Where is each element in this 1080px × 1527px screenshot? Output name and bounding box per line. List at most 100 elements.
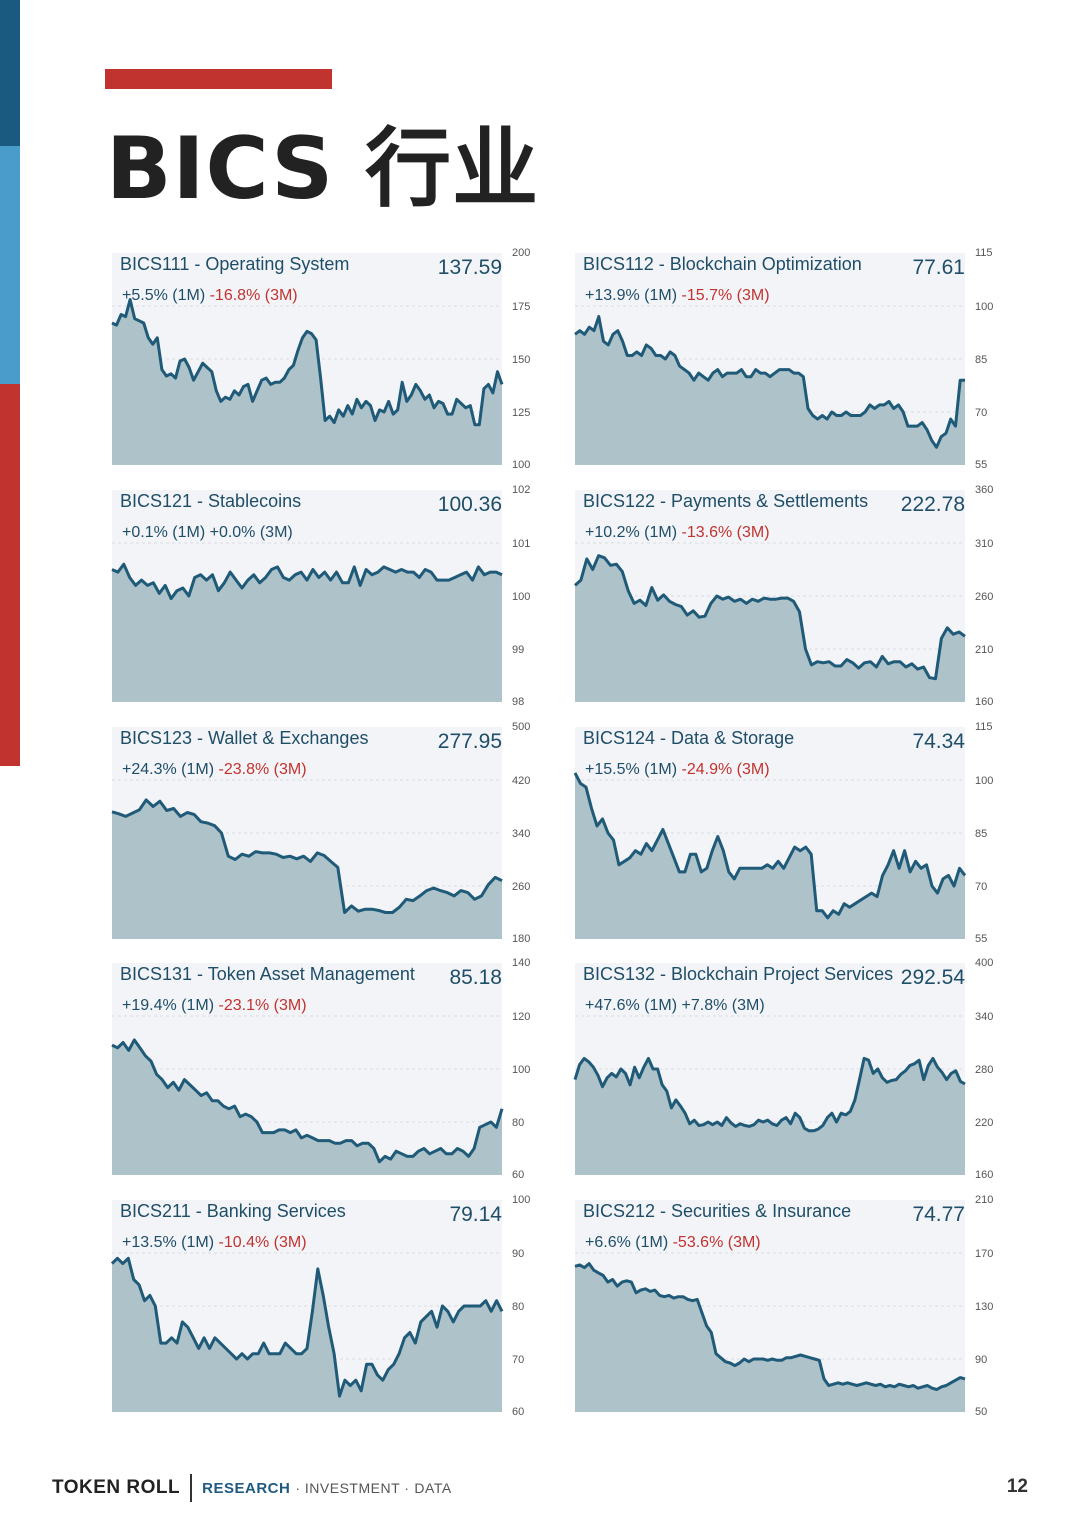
y-tick-label: 98 bbox=[512, 696, 524, 708]
perf-3m: -10.4% (3M) bbox=[218, 1234, 307, 1251]
y-tick-label: 360 bbox=[975, 484, 993, 496]
y-tick-label: 210 bbox=[975, 644, 993, 656]
perf-1m: +0.1% (1M) bbox=[122, 524, 206, 541]
chart-svg: 140 120 100 80 60 bbox=[111, 957, 530, 1181]
chart-performance: +0.1% (1M) +0.0% (3M) bbox=[122, 524, 293, 542]
footer-tag-research: RESEARCH bbox=[202, 1479, 291, 1497]
y-tick-label: 85 bbox=[975, 354, 987, 366]
y-tick-label: 150 bbox=[512, 354, 530, 366]
chart-svg: 400 340 280 220 160 bbox=[573, 957, 993, 1181]
footer-tag-investment: · INVESTMENT · bbox=[295, 1480, 410, 1496]
y-tick-label: 60 bbox=[512, 1406, 524, 1418]
y-tick-label: 102 bbox=[512, 484, 530, 496]
chart-performance: +10.2% (1M) -13.6% (3M) bbox=[585, 524, 770, 542]
y-tick-label: 125 bbox=[512, 407, 530, 419]
y-tick-label: 260 bbox=[975, 591, 993, 603]
series-area bbox=[112, 299, 502, 465]
chart-svg: 115 100 85 70 55 bbox=[573, 721, 993, 945]
y-tick-label: 310 bbox=[975, 538, 993, 550]
y-tick-label: 100 bbox=[512, 1064, 530, 1076]
side-bar-dark-blue bbox=[0, 0, 20, 146]
y-tick-label: 120 bbox=[512, 1011, 530, 1023]
chart-title: BICS132 - Blockchain Project Services bbox=[583, 964, 894, 984]
chart-performance: +13.9% (1M) -15.7% (3M) bbox=[585, 287, 770, 305]
chart-value: 79.14 bbox=[449, 1203, 502, 1226]
title-accent-bar bbox=[105, 69, 332, 89]
y-tick-label: 340 bbox=[975, 1011, 993, 1023]
footer-tag-data: DATA bbox=[414, 1480, 452, 1496]
y-tick-label: 99 bbox=[512, 644, 524, 656]
series-line bbox=[110, 1256, 504, 1398]
chart-value: 74.77 bbox=[912, 1203, 965, 1226]
chart-title: BICS212 - Securities & Insurance bbox=[583, 1201, 852, 1221]
y-tick-label: 70 bbox=[512, 1354, 524, 1366]
chart-svg: 102 101 100 99 98 bbox=[111, 484, 530, 708]
series-line bbox=[573, 554, 966, 681]
series-line bbox=[574, 315, 965, 449]
chart-value: 77.61 bbox=[912, 256, 965, 279]
chart-svg: 100 90 80 70 60 bbox=[110, 1194, 530, 1418]
chart-svg: 210 170 130 90 50 bbox=[574, 1194, 993, 1418]
y-tick-label: 100 bbox=[975, 775, 993, 787]
perf-3m: -16.8% (3M) bbox=[209, 287, 298, 304]
perf-3m: +7.8% (3M) bbox=[681, 997, 765, 1014]
chart-title: BICS121 - Stablecoins bbox=[120, 491, 302, 511]
page-title: BICS 行业 bbox=[106, 119, 540, 219]
y-tick-label: 55 bbox=[975, 933, 987, 945]
chart-panel: 210 170 130 90 50 BICS212 - Securities & Insu… bbox=[574, 1194, 1035, 1418]
perf-3m: -23.1% (3M) bbox=[218, 997, 307, 1014]
side-bar-light-blue bbox=[0, 146, 20, 384]
page-number: 12 bbox=[1006, 1476, 1028, 1497]
y-tick-label: 90 bbox=[512, 1248, 524, 1260]
y-tick-label: 101 bbox=[512, 538, 530, 550]
y-tick-label: 55 bbox=[975, 459, 987, 471]
chart-svg: 115 100 85 70 55 bbox=[574, 247, 993, 471]
perf-3m: -15.7% (3M) bbox=[681, 287, 770, 304]
y-tick-label: 115 bbox=[975, 721, 993, 733]
chart-svg: 500 420 340 260 180 bbox=[111, 721, 530, 945]
y-tick-label: 500 bbox=[512, 721, 530, 733]
chart-panel: 140 120 100 80 60 BICS131 - Token Asset Manag… bbox=[111, 957, 572, 1181]
chart-value: 292.54 bbox=[900, 966, 965, 989]
series-area bbox=[112, 799, 502, 939]
chart-performance: +19.4% (1M) -23.1% (3M) bbox=[122, 997, 307, 1015]
chart-panel: 115 100 85 70 55 BICS124 - Data & Storage 74.3… bbox=[573, 721, 1035, 945]
footer-divider bbox=[190, 1474, 193, 1502]
y-tick-label: 400 bbox=[975, 957, 993, 969]
y-tick-label: 100 bbox=[512, 591, 530, 603]
y-tick-label: 210 bbox=[975, 1194, 993, 1206]
y-tick-label: 85 bbox=[975, 828, 987, 840]
series-line bbox=[111, 562, 503, 601]
chart-value: 100.36 bbox=[437, 493, 502, 516]
chart-value: 74.34 bbox=[912, 730, 965, 753]
series-area bbox=[575, 555, 965, 702]
series-area bbox=[112, 1039, 502, 1175]
chart-title: BICS111 - Operating System bbox=[120, 254, 350, 274]
series-line bbox=[574, 1262, 966, 1391]
chart-performance: +5.5% (1M) -16.8% (3M) bbox=[122, 287, 298, 305]
chart-panel: 200 175 150 125 100 BICS111 - Operating Syste… bbox=[111, 247, 572, 471]
y-tick-label: 115 bbox=[975, 247, 993, 259]
y-tick-label: 80 bbox=[512, 1117, 524, 1129]
side-bar-red bbox=[0, 384, 20, 766]
series-line bbox=[573, 1056, 966, 1133]
chart-panel: 100 90 80 70 60 BICS211 - Banking Services 79.… bbox=[110, 1194, 572, 1418]
series-line bbox=[111, 1038, 504, 1164]
perf-1m: +47.6% (1M) bbox=[585, 997, 678, 1014]
chart-value: 137.59 bbox=[437, 256, 502, 279]
chart-title: BICS131 - Token Asset Management bbox=[120, 964, 415, 984]
chart-value: 277.95 bbox=[437, 730, 502, 753]
y-tick-label: 140 bbox=[512, 957, 530, 969]
perf-1m: +13.9% (1M) bbox=[585, 287, 678, 304]
chart-performance: +47.6% (1M) +7.8% (3M) bbox=[585, 997, 765, 1015]
series-area bbox=[112, 564, 502, 702]
perf-1m: +24.3% (1M) bbox=[122, 761, 215, 778]
chart-performance: +24.3% (1M) -23.8% (3M) bbox=[122, 761, 307, 779]
series-area bbox=[112, 1258, 502, 1412]
series-line bbox=[111, 798, 503, 914]
chart-svg: 200 175 150 125 100 bbox=[111, 247, 530, 471]
y-tick-label: 280 bbox=[975, 1064, 993, 1076]
perf-3m: -24.9% (3M) bbox=[681, 761, 770, 778]
chart-performance: +13.5% (1M) -10.4% (3M) bbox=[122, 1234, 307, 1252]
perf-1m: +15.5% (1M) bbox=[585, 761, 678, 778]
